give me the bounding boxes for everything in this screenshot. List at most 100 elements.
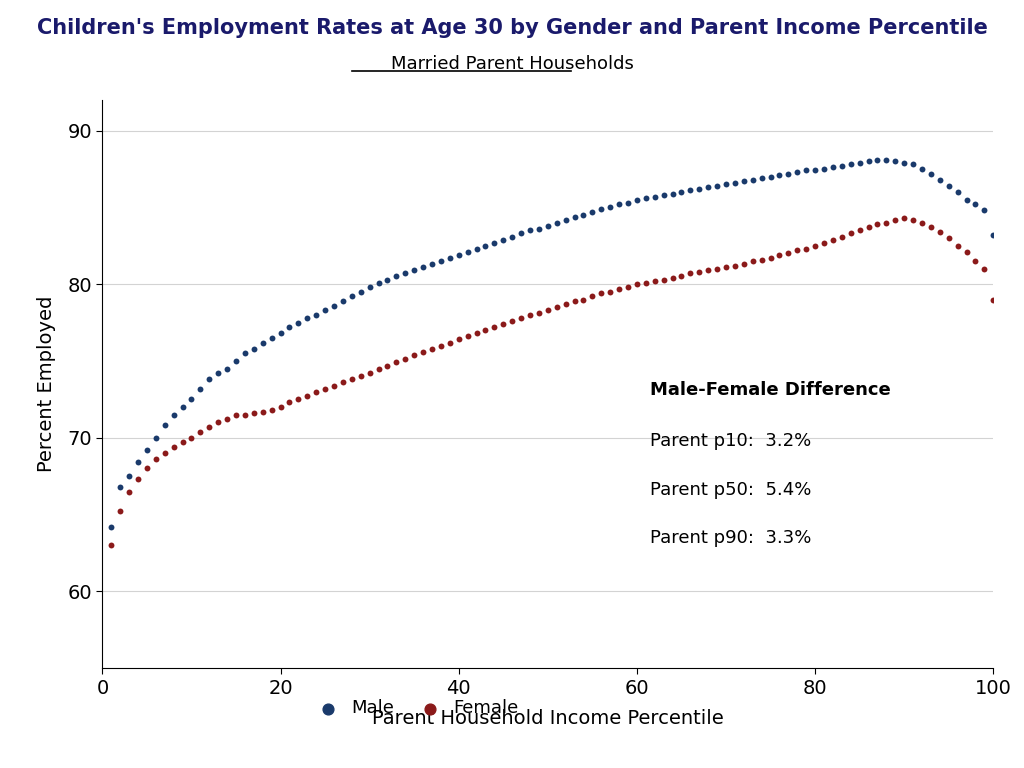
Point	[352, 370, 369, 382]
Point	[326, 300, 342, 312]
Point	[620, 197, 636, 209]
Point	[103, 521, 120, 533]
Point	[237, 409, 253, 421]
Point	[495, 233, 511, 246]
Point	[655, 189, 672, 201]
Point	[593, 287, 609, 300]
Point	[887, 155, 903, 167]
Point	[638, 192, 654, 204]
Point	[602, 286, 618, 298]
Point	[460, 330, 476, 343]
Point	[851, 157, 867, 169]
Point	[807, 240, 823, 252]
Point	[468, 243, 484, 255]
Point	[887, 214, 903, 226]
Point	[718, 178, 734, 190]
Point	[913, 163, 930, 175]
Point	[522, 309, 539, 321]
Point	[807, 164, 823, 177]
Point	[477, 240, 494, 252]
Point	[361, 281, 378, 293]
Point	[272, 327, 289, 339]
Point	[166, 409, 182, 421]
Point	[530, 223, 547, 235]
Point	[282, 396, 298, 409]
Point	[139, 444, 156, 456]
Point	[424, 258, 440, 270]
Point	[308, 309, 325, 321]
Point	[575, 209, 592, 221]
Point	[646, 190, 663, 203]
Point	[246, 343, 262, 355]
Text: Parent p10:  3.2%: Parent p10: 3.2%	[650, 432, 812, 450]
Point	[940, 180, 956, 192]
Point	[121, 470, 137, 482]
Legend: Male, Female: Male, Female	[302, 692, 526, 724]
Point	[744, 174, 761, 186]
Point	[790, 244, 806, 257]
Point	[674, 186, 690, 198]
Point	[860, 221, 877, 233]
Text: Children's Employment Rates at Age 30 by Gender and Parent Income Percentile: Children's Employment Rates at Age 30 by…	[37, 18, 987, 38]
Point	[371, 362, 387, 375]
Text: Parent p50:  5.4%: Parent p50: 5.4%	[650, 481, 812, 498]
Point	[665, 272, 681, 284]
Point	[843, 158, 859, 170]
Point	[629, 194, 645, 206]
Point	[317, 304, 334, 316]
Point	[344, 290, 360, 303]
Point	[968, 198, 984, 210]
Point	[735, 175, 752, 187]
Point	[611, 283, 628, 295]
Point	[593, 203, 609, 215]
Point	[923, 167, 939, 180]
Point	[629, 278, 645, 290]
Point	[913, 217, 930, 229]
Point	[754, 253, 770, 266]
Point	[246, 407, 262, 419]
Point	[834, 160, 850, 172]
Point	[130, 456, 146, 468]
Point	[762, 252, 778, 264]
Point	[379, 273, 395, 286]
Point	[700, 264, 717, 276]
Point	[566, 210, 583, 223]
Point	[976, 204, 992, 217]
Point	[824, 233, 841, 246]
Point	[522, 224, 539, 237]
Point	[958, 194, 975, 206]
Point	[147, 432, 164, 444]
Point	[691, 183, 708, 195]
Point	[949, 186, 966, 198]
Point	[860, 155, 877, 167]
Point	[219, 362, 236, 375]
Point	[566, 295, 583, 307]
Point	[406, 349, 422, 361]
Point	[361, 367, 378, 379]
Point	[130, 473, 146, 485]
Point	[157, 447, 173, 459]
Point	[406, 264, 422, 276]
Y-axis label: Percent Employed: Percent Employed	[37, 296, 56, 472]
Point	[851, 224, 867, 237]
Point	[879, 154, 895, 166]
Point	[824, 161, 841, 174]
Point	[103, 539, 120, 551]
Point	[611, 198, 628, 210]
Point	[237, 347, 253, 359]
Point	[744, 255, 761, 267]
Point	[201, 373, 217, 386]
Point	[433, 255, 450, 267]
Point	[674, 270, 690, 283]
Point	[210, 367, 226, 379]
Text: Parent p90:  3.3%: Parent p90: 3.3%	[650, 529, 812, 547]
Point	[227, 355, 245, 367]
Point	[352, 286, 369, 298]
Point	[869, 218, 886, 230]
Point	[121, 485, 137, 498]
Point	[371, 276, 387, 289]
Point	[620, 281, 636, 293]
Point	[879, 217, 895, 229]
Point	[646, 275, 663, 287]
Point	[798, 164, 814, 177]
